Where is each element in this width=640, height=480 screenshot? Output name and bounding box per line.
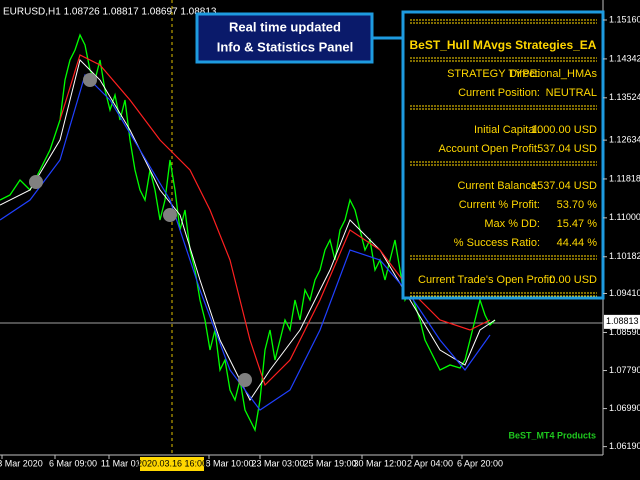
panel-row-value: 0.00 USD <box>549 274 597 286</box>
panel-row-label: Max % DD: <box>484 218 540 230</box>
time-label: 25 Mar 19:00 <box>303 458 356 468</box>
callout-text: Info & Statistics Panel <box>217 39 354 54</box>
time-label: 11 Mar 01:00 <box>101 458 153 468</box>
price-label: 1.11818 <box>609 173 640 183</box>
price-label: 1.06190 <box>609 441 640 451</box>
current-price-box <box>604 314 640 329</box>
current-price-label: 1.08813 <box>606 316 639 326</box>
time-label: 18 Mar 10:00 <box>200 458 253 468</box>
panel-row-label: STRATEGY TYPE: <box>447 68 540 80</box>
panel-row-value: NEUTRAL <box>546 87 597 99</box>
symbol-line: EURUSD,H1 1.08726 1.08817 1.08697 1.0881… <box>3 7 217 18</box>
time-label: 6 Apr 20:00 <box>457 458 503 468</box>
time-label: 30 Mar 12:00 <box>353 458 406 468</box>
panel-title: BeST_Hull MAvgs Strategies_EA <box>410 38 597 52</box>
panel-row-label: Initial Capital: <box>474 124 540 136</box>
price-line <box>0 33 496 433</box>
panel-row-label: Current Position: <box>458 87 540 99</box>
hma-fast <box>0 59 496 401</box>
price-label: 1.12634 <box>609 135 640 145</box>
panel-row-label: Current Balance: <box>457 180 540 192</box>
cursor-time-label: 2020.03.16 16:00 <box>137 458 207 468</box>
price-label: 1.11000 <box>609 212 640 222</box>
price-label: 1.13524 <box>609 92 640 102</box>
panel-row-label: Current % Profit: <box>459 199 540 211</box>
panel-row-value: 15.47 % <box>557 218 598 230</box>
signal-marker <box>163 208 177 222</box>
panel-row-value: 44.44 % <box>557 237 598 249</box>
signal-marker <box>29 175 43 189</box>
signal-marker <box>83 73 97 87</box>
panel-row-label: % Success Ratio: <box>454 237 540 249</box>
time-label: 23 Mar 03:00 <box>251 458 304 468</box>
panel-row-label: Account Open Profit: <box>439 143 541 155</box>
panel-row-value: 1537.04 USD <box>531 180 597 192</box>
time-label: 6 Mar 09:00 <box>49 458 97 468</box>
price-label: 1.08590 <box>609 327 640 337</box>
price-label: 1.10182 <box>609 251 640 261</box>
panel-row-value: Directional_HMAs <box>509 68 598 80</box>
brand-label: BeST_MT4 Products <box>508 430 596 440</box>
signal-marker <box>238 373 252 387</box>
panel-row-value: 53.70 % <box>557 199 598 211</box>
cursor-time-box <box>140 457 204 471</box>
panel-row-value: 1000.00 USD <box>531 124 597 136</box>
price-label: 1.06990 <box>609 403 640 413</box>
dynamic-layer: 1.15160 1.14342 1.13524 1.12634 1.11818 1.110… <box>0 14 640 471</box>
time-label: 3 Mar 2020 <box>0 458 43 468</box>
price-label: 1.15160 <box>609 14 640 24</box>
panel-row-label: Current Trade's Open Profit: <box>418 274 555 286</box>
panel-row-value: 537.04 USD <box>537 143 597 155</box>
hma-base <box>0 73 491 411</box>
time-label: 2 Apr 04:00 <box>407 458 453 468</box>
price-label: 1.14342 <box>609 53 640 63</box>
price-label: 1.07790 <box>609 365 640 375</box>
price-label: 1.09410 <box>609 288 640 298</box>
callout-text: Real time updated <box>229 19 341 34</box>
stats-panel <box>401 10 605 300</box>
